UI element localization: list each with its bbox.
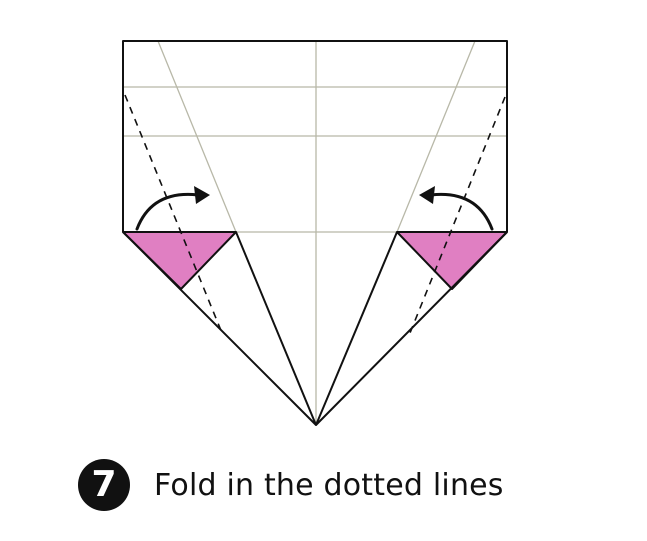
right-inner-edge [315, 231, 398, 426]
right-diagonal-crease [396, 40, 476, 233]
left-pink-flap [122, 231, 237, 290]
left-diagonal-crease [157, 40, 237, 233]
paper-outline [122, 40, 508, 426]
curved-arrow-left-icon [419, 186, 494, 231]
step-number: 7 [91, 464, 117, 505]
instruction-text: Fold in the dotted lines [154, 467, 504, 503]
curved-arrow-right-icon [135, 186, 210, 231]
right-dotted-line [409, 96, 506, 334]
right-pink-flap [396, 231, 508, 290]
rectangle-top-edge [122, 40, 508, 232]
dotted-fold-lines [124, 94, 506, 334]
left-dotted-line [124, 94, 223, 334]
left-inner-edge [235, 231, 317, 426]
step-number-badge: 7 [78, 459, 130, 511]
step-instruction: 7 Fold in the dotted lines [78, 459, 504, 511]
